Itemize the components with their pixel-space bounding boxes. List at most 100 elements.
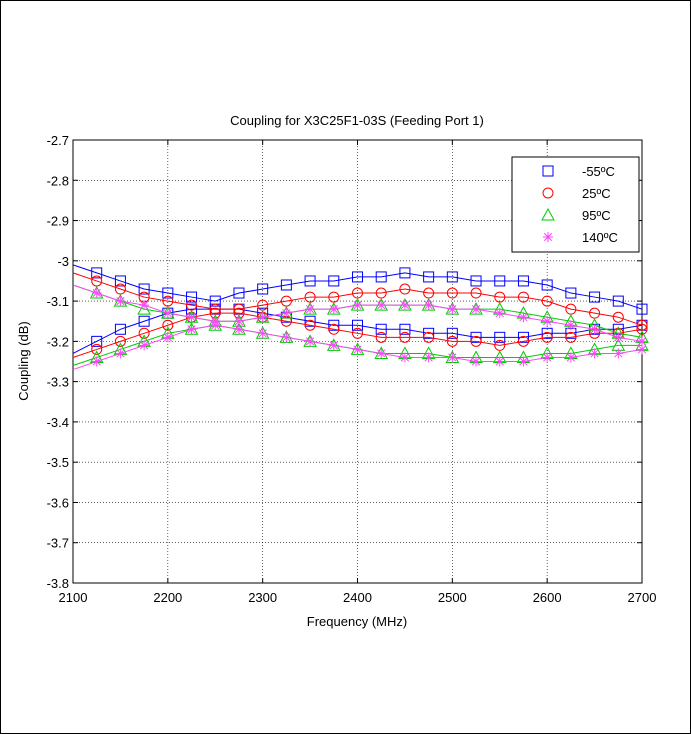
circle-marker <box>423 331 435 343</box>
star-marker <box>543 232 553 242</box>
circle-marker <box>541 331 553 343</box>
star-marker <box>613 332 624 343</box>
star-stroke <box>519 357 528 366</box>
star-marker <box>139 300 150 311</box>
square-marker <box>399 267 411 279</box>
star-marker <box>376 348 387 359</box>
circle-marker <box>399 283 411 295</box>
square-marker <box>517 331 529 343</box>
square-marker <box>612 295 624 307</box>
star-stroke <box>377 301 386 310</box>
star-stroke <box>140 341 149 350</box>
circle-marker <box>162 319 174 331</box>
square-marker <box>138 283 150 295</box>
circle-marker <box>399 331 411 343</box>
star-stroke <box>353 301 362 310</box>
star-marker <box>494 356 505 367</box>
star-marker <box>637 344 647 355</box>
square-marker <box>91 267 103 279</box>
star-stroke <box>448 353 457 362</box>
x-tick-label: 2100 <box>59 590 88 605</box>
star-marker <box>447 352 458 363</box>
square-marker <box>186 291 198 303</box>
star-stroke <box>187 325 196 334</box>
circle-marker <box>375 331 387 343</box>
square-marker <box>470 275 482 287</box>
star-marker <box>423 352 434 363</box>
x-tick-label: 2500 <box>438 590 467 605</box>
square-marker <box>541 327 553 339</box>
square-marker <box>91 335 103 347</box>
circle-marker <box>565 303 577 315</box>
star-stroke <box>187 313 196 322</box>
circle-marker <box>542 187 554 199</box>
star-stroke <box>258 313 267 322</box>
star-marker <box>399 352 410 363</box>
square-marker <box>209 295 221 307</box>
star-stroke <box>590 325 599 334</box>
y-tick-label: -3.4 <box>47 415 69 430</box>
y-tick-label: -3.5 <box>47 455 69 470</box>
square-marker <box>375 323 387 335</box>
star-marker <box>423 300 434 311</box>
star-stroke <box>543 353 552 362</box>
star-marker <box>91 288 102 299</box>
star-marker <box>542 316 553 327</box>
square-marker <box>328 319 340 331</box>
star-marker <box>328 304 339 315</box>
star-marker <box>186 324 197 335</box>
circle-marker <box>470 335 482 347</box>
square-marker <box>304 275 316 287</box>
circle-marker <box>612 311 624 323</box>
star-stroke <box>305 337 315 346</box>
star-marker <box>565 320 576 331</box>
star-marker <box>305 304 316 315</box>
circle-marker <box>517 291 529 303</box>
star-stroke <box>116 349 125 358</box>
square-marker <box>257 283 269 295</box>
y-tick-label: -3.8 <box>47 576 69 591</box>
circle-marker <box>114 335 126 347</box>
square-marker <box>233 287 245 299</box>
series-circle <box>72 272 648 358</box>
y-tick-label: -3.6 <box>47 495 69 510</box>
circle-marker <box>352 327 363 339</box>
x-axis-label: Frequency (MHz) <box>307 614 407 629</box>
star-stroke <box>543 232 553 242</box>
star-stroke <box>282 309 291 318</box>
circle-marker <box>494 291 506 303</box>
x-tick-label: 2600 <box>533 590 562 605</box>
star-marker <box>305 336 316 347</box>
square-marker <box>114 323 126 335</box>
series-line <box>72 264 643 310</box>
star-stroke <box>471 305 481 314</box>
y-tick-label: -3.1 <box>47 294 69 309</box>
star-marker <box>281 308 292 319</box>
y-tick-label: -2.7 <box>47 133 69 148</box>
square-marker <box>636 303 648 315</box>
square-marker <box>446 271 458 283</box>
star-stroke <box>92 357 101 366</box>
circle-marker <box>446 335 458 347</box>
star-stroke <box>329 341 338 350</box>
star-marker <box>162 332 173 343</box>
star-stroke <box>400 353 410 362</box>
y-tick-label: -3.2 <box>47 334 69 349</box>
star-marker <box>162 308 173 319</box>
star-marker <box>471 356 482 367</box>
series-star <box>72 284 647 371</box>
star-stroke <box>543 317 552 326</box>
square-marker <box>494 331 506 343</box>
star-stroke <box>305 305 315 314</box>
square-marker <box>542 165 554 177</box>
circle-marker <box>91 275 103 287</box>
circle-marker <box>162 295 174 307</box>
square-marker <box>304 315 316 327</box>
star-marker <box>494 308 505 319</box>
square-marker <box>470 331 482 343</box>
circle-marker <box>565 331 577 343</box>
star-stroke <box>258 329 267 338</box>
x-tick-label: 2700 <box>628 590 657 605</box>
legend-label: -55ºC <box>582 164 615 179</box>
